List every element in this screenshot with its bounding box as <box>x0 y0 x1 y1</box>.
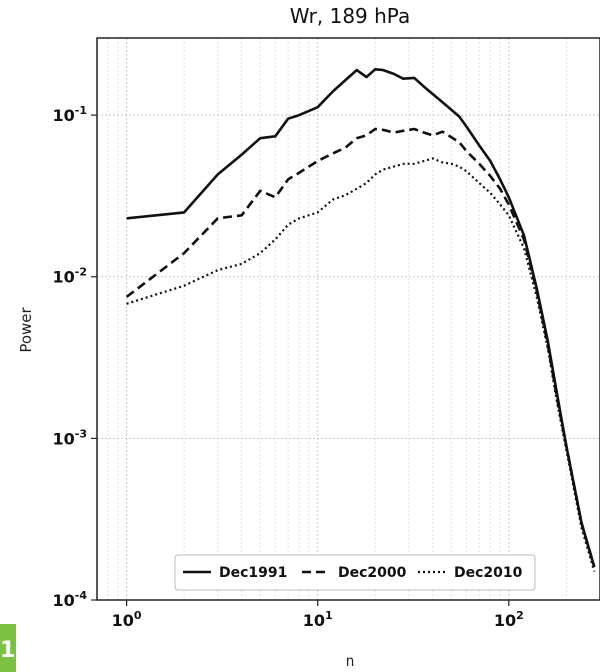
x-tick-label: 100 <box>112 609 142 630</box>
page-badge: 1 <box>0 624 16 672</box>
grid-lines <box>96 38 600 601</box>
chart-title: Wr, 189 hPa <box>289 4 411 28</box>
legend-box <box>174 554 536 591</box>
y-tick-label: 10-3 <box>53 427 88 448</box>
x-axis-label: n <box>345 652 355 670</box>
y-tick-label: 10-4 <box>53 589 88 610</box>
series-line-dec2010 <box>126 157 596 572</box>
legend-label-dec2000: Dec2000 <box>338 565 407 581</box>
x-tick-label: 102 <box>494 609 524 630</box>
legend-label-dec1991: Dec1991 <box>219 565 287 581</box>
series-line-dec1991 <box>126 68 596 568</box>
legend: Dec1991 Dec2000 Dec2010 <box>174 554 536 591</box>
series-line-dec2000 <box>125 127 596 568</box>
legend-label-dec2010: Dec2010 <box>454 565 523 581</box>
plot-frame <box>96 37 600 601</box>
y-tick-label: 10-2 <box>53 266 88 287</box>
x-tick-label: 101 <box>303 609 333 630</box>
series-lines <box>125 68 596 572</box>
badge-text: 1 <box>0 638 16 663</box>
y-axis-label: Power <box>17 307 35 353</box>
axis-ticks: 100 101 102 10-4 10-3 10-2 10-1 <box>53 104 524 630</box>
y-tick-label: 10-1 <box>53 104 88 125</box>
